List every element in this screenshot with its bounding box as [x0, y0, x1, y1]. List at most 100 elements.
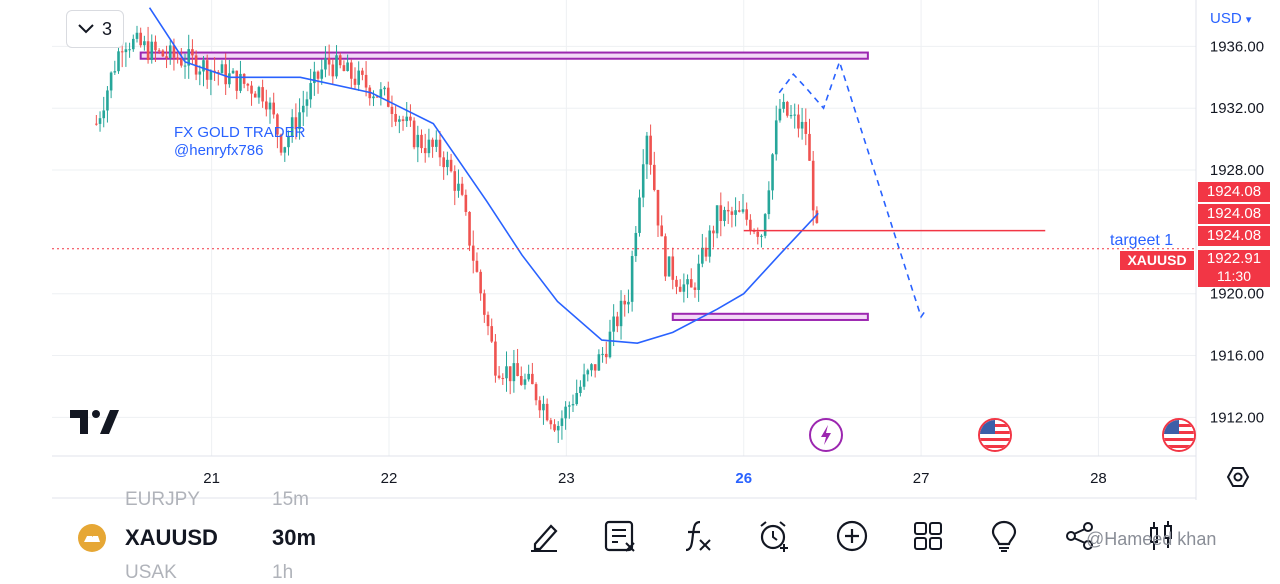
candle-body: [305, 99, 309, 106]
candle-body: [449, 159, 453, 172]
symbol-selector[interactable]: XAUUSD: [125, 525, 218, 550]
candle-body: [704, 247, 708, 257]
candle-body: [568, 405, 571, 407]
candle-body: [453, 171, 457, 191]
candle-body: [320, 69, 324, 79]
candle-body: [641, 164, 645, 198]
settings-icon[interactable]: [1226, 465, 1250, 489]
candle-body: [434, 139, 438, 147]
price-tick: 1920.00: [1210, 286, 1264, 303]
candle-body: [719, 205, 723, 221]
time-tick: 28: [1090, 470, 1107, 487]
candle-body: [693, 287, 697, 290]
candle-body: [128, 49, 131, 51]
currency-label: USD: [1210, 10, 1242, 27]
candle-body: [468, 211, 471, 246]
candle-body: [597, 354, 601, 371]
candle-body: [627, 301, 630, 305]
candle-body: [793, 114, 797, 116]
candle-body: [494, 341, 497, 376]
candle-body: [146, 41, 150, 60]
candle-body: [279, 134, 283, 153]
candle-body: [749, 219, 752, 231]
candle-body: [301, 105, 305, 113]
price-tick: 1932.00: [1210, 100, 1264, 117]
candle-body: [737, 210, 741, 212]
candle-body: [752, 230, 756, 232]
candle-body: [682, 284, 686, 292]
lightning-icon[interactable]: [809, 418, 843, 452]
candle-body: [272, 102, 276, 115]
candle-body: [789, 115, 793, 117]
candle-body: [250, 85, 253, 94]
candle-body: [804, 121, 808, 134]
add-icon[interactable]: [834, 518, 870, 554]
candle-body: [375, 96, 379, 98]
candle-body: [324, 58, 327, 70]
alert-icon[interactable]: [756, 518, 792, 554]
candle-body: [601, 353, 604, 355]
price-tick: 1928.00: [1210, 162, 1264, 179]
candle-body: [357, 70, 360, 85]
candle-body: [283, 147, 287, 153]
candle-body: [767, 190, 771, 215]
draw-icon[interactable]: [527, 518, 563, 554]
candle-body: [612, 316, 615, 332]
candle-body: [582, 374, 586, 387]
candle-body: [760, 235, 763, 237]
candle-body: [645, 135, 649, 165]
candle-body: [678, 286, 682, 292]
grid: [52, 0, 1197, 500]
candle-body: [209, 70, 213, 80]
candle-body: [604, 353, 608, 358]
timeframe-selector[interactable]: 30m: [272, 525, 317, 550]
indicators-icon[interactable]: [680, 518, 716, 554]
candle-body: [216, 71, 220, 74]
candle-body: [786, 101, 789, 116]
candle-body: [335, 55, 338, 77]
candle-body: [161, 50, 165, 57]
candle-body: [701, 247, 704, 264]
candle-body: [730, 211, 734, 215]
candle-body: [261, 87, 264, 102]
layout-icon[interactable]: [910, 518, 946, 554]
watermark-title: FX GOLD TRADER: [174, 124, 306, 141]
currency-button[interactable]: USD ▾: [1210, 10, 1251, 27]
candle-body: [180, 59, 183, 66]
candle-body: [575, 393, 579, 405]
candle-body: [460, 183, 464, 195]
candle-body: [298, 112, 301, 130]
candle-body: [372, 96, 375, 99]
share-icon[interactable]: [1062, 518, 1098, 554]
candle-body: [531, 373, 534, 385]
candle-body: [516, 363, 519, 377]
candle-body: [811, 160, 815, 211]
candle-body: [446, 159, 449, 168]
chart-canvas[interactable]: 1936.00 1932.00 1928.00 1920.00 1916.00 1912.…: [0, 0, 1280, 500]
candle-body: [512, 363, 516, 382]
watermark-text: @Hameed khan: [1086, 529, 1217, 549]
price-axis[interactable]: 1936.00 1932.00 1928.00 1920.00 1916.00 1912.…: [1210, 38, 1264, 426]
time-tick: 23: [558, 470, 575, 487]
candle-body: [545, 403, 549, 421]
candle-body: [501, 377, 505, 379]
price-tick: 1936.00: [1210, 38, 1264, 55]
candle-body: [741, 209, 745, 212]
chart-type-icon[interactable]: [1144, 518, 1180, 554]
candle-body: [553, 424, 556, 431]
candle-body: [187, 49, 191, 66]
indicator-count: 3: [101, 18, 112, 39]
time-axis[interactable]: 21 22 23 26 27 28: [203, 470, 1107, 487]
notes-icon[interactable]: [602, 518, 638, 554]
prev-symbol: EURJPY: [125, 489, 200, 510]
us-flag-icon[interactable]: [1162, 418, 1196, 452]
candle-body: [294, 117, 298, 130]
candle-body: [549, 420, 553, 425]
candle-body: [379, 89, 383, 97]
candle-body: [139, 32, 142, 46]
us-flag-icon[interactable]: [978, 418, 1012, 452]
ideas-icon[interactable]: [986, 518, 1022, 554]
candle-body: [168, 45, 172, 59]
collapse-indicators-button[interactable]: 3: [66, 10, 124, 48]
candle-body: [364, 74, 368, 88]
